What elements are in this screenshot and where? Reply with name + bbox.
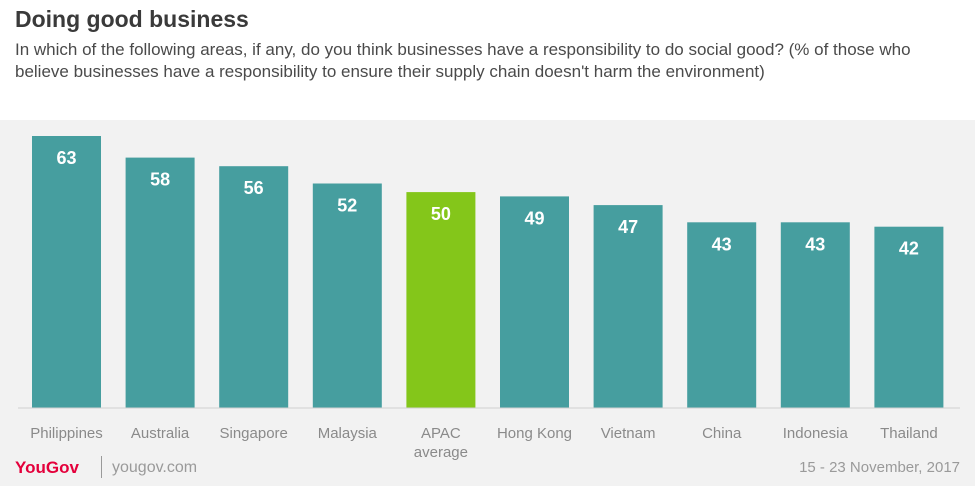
category-label: Australia — [131, 425, 190, 442]
category-label: Malaysia — [318, 425, 378, 442]
category-label: Hong Kong — [497, 425, 572, 442]
bars-group: 63 Philippines 58 Australia 56 Singapore 52 Mal… — [30, 136, 944, 461]
category-label: APAC average — [414, 425, 468, 461]
chart-subtitle: In which of the following areas, if any,… — [15, 40, 911, 81]
footer-separator — [101, 456, 102, 478]
bar-value-label: 43 — [712, 234, 732, 254]
bar-value-label: 42 — [899, 239, 919, 259]
bar-hong-kong — [500, 196, 569, 408]
bar-philippines — [32, 136, 101, 408]
bar-value-label: 63 — [56, 148, 76, 168]
bar-value-label: 49 — [524, 208, 544, 228]
category-label: China — [702, 425, 742, 442]
category-label: Singapore — [220, 425, 288, 442]
bar-china — [687, 222, 757, 408]
chart-title: Doing good business — [15, 6, 249, 32]
chart-header: Doing good business In which of the foll… — [0, 0, 975, 120]
bar-vietnam — [593, 205, 663, 408]
bar-value-label: 50 — [431, 204, 451, 224]
bar-value-label: 47 — [618, 217, 638, 237]
bar-indonesia — [780, 222, 850, 408]
category-label: Indonesia — [783, 425, 849, 442]
yougov-logo: YouGov — [15, 458, 79, 477]
survey-date: 15 - 23 November, 2017 — [799, 459, 960, 476]
category-label: Thailand — [880, 425, 938, 442]
bar-australia — [125, 157, 195, 408]
category-label: Philippines — [30, 425, 103, 442]
bar-value-label: 43 — [805, 234, 825, 254]
bar-apac-average — [406, 192, 476, 408]
bar-malaysia — [312, 183, 382, 408]
bar-value-label: 58 — [150, 170, 170, 190]
bar-thailand — [874, 226, 944, 408]
bar-value-label: 56 — [244, 178, 264, 198]
bar-value-label: 52 — [337, 196, 357, 216]
footer-website: yougov.com — [112, 459, 198, 476]
bar-singapore — [219, 166, 289, 408]
category-label: Vietnam — [601, 425, 656, 442]
